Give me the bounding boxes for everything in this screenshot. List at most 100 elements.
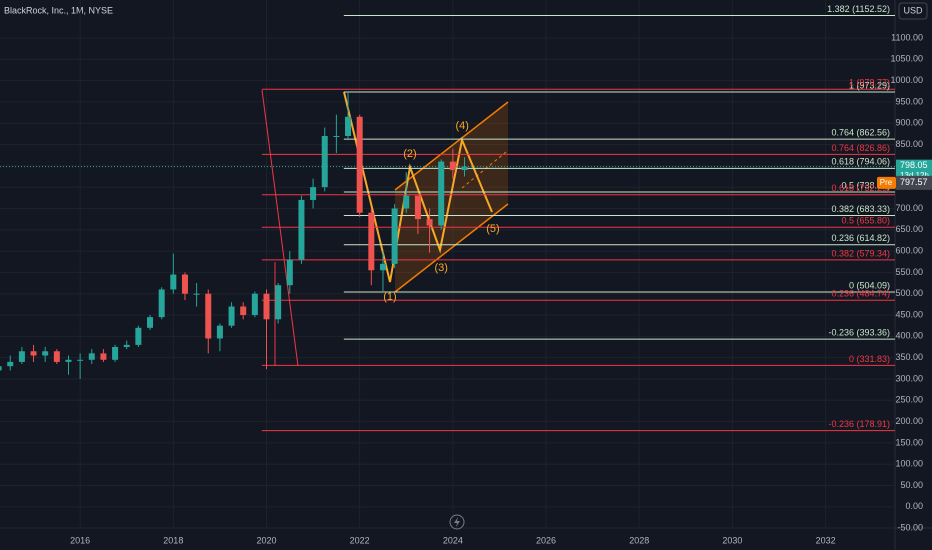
candle-body — [65, 359, 72, 362]
candle-body — [77, 359, 84, 361]
y-tick-label: -50.00 — [897, 523, 923, 533]
candle-body — [147, 317, 154, 328]
elliott-wave — [343, 91, 493, 283]
currency: USD — [903, 5, 923, 15]
fib-label: 0.618 (794.06) — [831, 157, 890, 167]
channel-line — [394, 203, 509, 293]
candle-body — [251, 293, 258, 316]
fib-label: 1 (973.29) — [849, 80, 890, 90]
x-tick-label: 2024 — [443, 535, 463, 545]
candle-body — [426, 219, 433, 226]
x-tick-label: 2026 — [536, 535, 556, 545]
fib-label: 1 (979.77) — [849, 78, 890, 88]
y-tick-label: 350.00 — [895, 352, 923, 362]
fib-label: 0.382 (683.33) — [831, 204, 890, 214]
candle-body — [368, 212, 375, 271]
y-tick-label: 950.00 — [895, 96, 923, 106]
x-tick-label: 2032 — [816, 535, 836, 545]
y-tick-label: 100.00 — [895, 459, 923, 469]
x-tick-label: 2022 — [350, 535, 370, 545]
candle-body — [42, 351, 49, 356]
currency-box[interactable] — [898, 2, 928, 20]
drawings — [0, 15, 895, 432]
y-tick-label: 700.00 — [895, 203, 923, 213]
fib-label: 0.764 (826.86) — [831, 143, 890, 153]
y-tick-label: 450.00 — [895, 309, 923, 319]
candle-body — [310, 187, 317, 200]
lightning-icon — [454, 517, 460, 527]
y-tick-label: 300.00 — [895, 373, 923, 383]
candle-body — [30, 351, 37, 356]
candle-body — [88, 353, 95, 360]
y-tick-label: 200.00 — [895, 416, 923, 426]
fib-trend-line — [261, 89, 299, 367]
candle-body — [298, 199, 305, 260]
y-tick-label: 550.00 — [895, 267, 923, 277]
wave-label: (4) — [455, 120, 468, 132]
fib-label: 0.5 (738.69) — [841, 180, 890, 190]
candle-body — [216, 325, 223, 339]
fib-label: 1.382 (1152.52) — [827, 4, 890, 14]
x-tick-label: 2028 — [629, 535, 649, 545]
y-tick-label: 600.00 — [895, 245, 923, 255]
candle-body — [0, 366, 2, 371]
candle-body — [449, 161, 456, 171]
y-tick-label: 1050.00 — [890, 54, 923, 64]
y-tick-label: 500.00 — [895, 288, 923, 298]
y-tick-label: 400.00 — [895, 331, 923, 341]
candle-body — [112, 346, 119, 360]
fib-label: 0.618 (732.25) — [831, 183, 890, 193]
candle-body — [333, 135, 340, 137]
fib-label: 0 (504.09) — [849, 280, 890, 290]
candle-body — [135, 327, 142, 345]
wave-label: (1) — [383, 291, 396, 303]
countdown: 13d 12h — [900, 171, 929, 180]
chart-title: BlackRock, Inc., 1M, NYSE — [4, 5, 113, 15]
fib-label: -0.236 (393.36) — [828, 328, 890, 338]
fib-label: 0.382 (579.34) — [831, 248, 890, 258]
candle-body — [286, 259, 293, 286]
candle-body — [356, 116, 363, 213]
candle-body — [321, 135, 328, 188]
wave-label: (3) — [434, 262, 447, 274]
last-price: 798.05 — [900, 160, 928, 170]
pre-badge — [877, 176, 896, 189]
candle-body — [7, 361, 14, 367]
fib-label: 0.764 (862.56) — [831, 128, 890, 138]
candle-body — [193, 293, 200, 295]
y-tick-label: 250.00 — [895, 395, 923, 405]
candle-body — [240, 306, 247, 316]
candle-body — [18, 351, 25, 362]
fib-label: 0.5 (655.80) — [841, 216, 890, 226]
fib-label: -0.236 (178.91) — [828, 419, 890, 429]
lightning-icon[interactable] — [449, 514, 465, 530]
candle-body — [414, 195, 421, 220]
candle-body — [123, 344, 130, 347]
pre-label: Pre — [880, 178, 893, 187]
x-tick-label: 2020 — [256, 535, 276, 545]
pre-price: 797.57 — [900, 177, 928, 187]
candle-body — [438, 161, 445, 226]
x-tick-label: 2018 — [163, 535, 183, 545]
candle-body — [205, 293, 212, 339]
candle-body — [345, 116, 352, 136]
wave-label: (2) — [403, 148, 416, 160]
pre-price-tag — [896, 175, 932, 190]
y-tick-label: 900.00 — [895, 118, 923, 128]
y-tick-label: 1000.00 — [890, 75, 923, 85]
candle-body — [461, 166, 468, 171]
y-tick-label: 150.00 — [895, 437, 923, 447]
y-tick-label: 0.00 — [905, 501, 923, 511]
fib-label: 0.236 (614.82) — [831, 233, 890, 243]
candle-body — [53, 351, 60, 362]
candle-body — [158, 289, 165, 318]
candle-body — [263, 293, 270, 320]
y-tick-label: 850.00 — [895, 139, 923, 149]
grid — [0, 0, 895, 529]
candle-body — [170, 274, 177, 290]
candle-body — [275, 285, 282, 320]
candle-body — [391, 208, 398, 264]
candle-body — [100, 353, 107, 360]
